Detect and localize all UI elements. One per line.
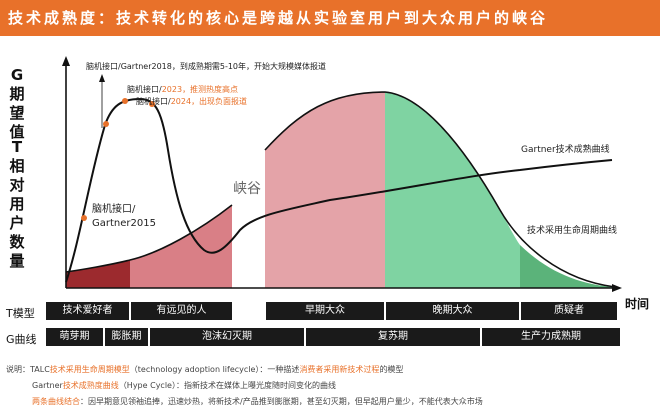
- marker-2015: [81, 215, 87, 221]
- t-cell-laggards: 质疑者: [521, 302, 617, 320]
- g-cell-peak: 膨胀期: [105, 328, 148, 346]
- note-2-highlight: 技术成熟度曲线: [62, 381, 119, 390]
- y-axis-label-users: T 相 对 用 户 数 量: [6, 138, 28, 271]
- note-1-suffix: 的模型: [379, 365, 404, 374]
- y-axis-char: 相: [9, 157, 25, 175]
- title-bar: 技术成熟度：技术转化的核心是跨越从实验室用户到大众用户的峡谷: [0, 0, 660, 36]
- annotation-2024: 脑机接口/2024，出现负面报道: [136, 96, 247, 106]
- y-axis-char: T: [11, 138, 23, 156]
- segment-early-majority: [265, 92, 385, 288]
- annotation-2023: 脑机接口/2023，推测热度高点: [127, 84, 238, 94]
- x-axis-arrow-icon: [612, 284, 622, 292]
- note-1-prefix: 说明：TALC: [6, 365, 50, 374]
- g-cell-trough: 泡沫幻灭期: [150, 328, 304, 346]
- note-1-highlight-1: 技术采用生命周期模型: [49, 365, 130, 374]
- note-line-1: 说明：TALC技术采用生命周期模型（technology adoption li…: [6, 364, 403, 375]
- chasm-gap: [233, 160, 264, 290]
- note-1-mid: （technology adoption lifecycle）：一种描述: [129, 365, 300, 374]
- annotation-arrow-icon: [99, 74, 105, 82]
- y-axis-char: 期: [9, 85, 25, 103]
- note-2-prefix: Gartner: [32, 381, 63, 390]
- annotation-2018: 脑机接口/Gartner2018，到成熟期需5-10年，开始大规模媒体报道: [86, 61, 326, 71]
- y-axis-char: 望: [9, 104, 25, 122]
- g-curve-label: G曲线: [6, 333, 37, 346]
- annotation-2015-line2: Gartner2015: [92, 218, 156, 229]
- g-cell-slope: 复苏期: [306, 328, 480, 346]
- marker-2018: [103, 121, 109, 127]
- note-3-suffix: ：因早期意见领袖追捧，迅速炒热，将新技术/产品推到膨胀期，甚至幻灭期，但早起用户…: [80, 397, 483, 406]
- marker-2023: [122, 98, 128, 104]
- y-axis-label-expectation: G 期 望 值: [6, 66, 28, 142]
- segment-laggards: [520, 245, 615, 288]
- t-cell-early-adopters: 有远见的人: [131, 302, 232, 320]
- annotation-2015-line1: 脑机接口/: [92, 202, 136, 215]
- y-axis-char: 量: [9, 252, 25, 270]
- segment-late-majority: [385, 92, 520, 288]
- annotation-2023-prefix: 脑机接口/: [127, 84, 162, 94]
- note-1-highlight-2: 消费者采用新技术过程: [299, 365, 380, 374]
- annotation-2023-highlight: 2023，推测热度高点: [162, 84, 238, 94]
- g-cell-trigger: 萌芽期: [46, 328, 103, 346]
- annotation-2024-highlight: 2024，出现负面报道: [171, 96, 247, 106]
- y-axis-char: 对: [9, 176, 25, 194]
- page-title: 技术成熟度：技术转化的核心是跨越从实验室用户到大众用户的峡谷: [8, 9, 549, 27]
- y-axis-char: 数: [9, 233, 25, 251]
- y-axis-char: 用: [9, 195, 25, 213]
- lifecycle-curve: [65, 91, 616, 288]
- x-axis-label: 时间: [625, 296, 649, 311]
- note-2-suffix: （Hype Cycle）：指新技术在媒体上曝光度随时间变化的曲线: [118, 381, 336, 390]
- marker-2024: [149, 101, 155, 107]
- segment-early-adopters: [130, 205, 232, 288]
- y-axis-char: 户: [9, 214, 25, 232]
- y-axis-arrow-icon: [62, 56, 70, 66]
- y-axis-char: 值: [9, 123, 25, 141]
- note-line-2: Gartner技术成熟度曲线（Hype Cycle）：指新技术在媒体上曝光度随时…: [32, 380, 336, 391]
- t-cell-early-majority: 早期大众: [266, 302, 384, 320]
- lifecycle-curve-label: 技术采用生命周期曲线: [527, 224, 617, 236]
- y-axis-char: G: [10, 66, 24, 84]
- t-cell-innovators: 技术爱好者: [46, 302, 129, 320]
- gartner-curve-label: Gartner技术成熟曲线: [521, 143, 610, 155]
- t-model-label: T模型: [6, 307, 35, 320]
- g-cell-plateau: 生产力成熟期: [482, 328, 620, 346]
- t-cell-late-majority: 晚期大众: [386, 302, 519, 320]
- note-3-highlight: 两条曲线结合: [32, 397, 80, 406]
- annotation-2024-prefix: 脑机接口/: [136, 96, 171, 106]
- segment-innovators: [66, 260, 130, 288]
- note-line-3: 两条曲线结合：因早期意见领袖追捧，迅速炒热，将新技术/产品推到膨胀期，甚至幻灭期…: [32, 396, 483, 407]
- chasm-label: 峡谷: [233, 181, 261, 197]
